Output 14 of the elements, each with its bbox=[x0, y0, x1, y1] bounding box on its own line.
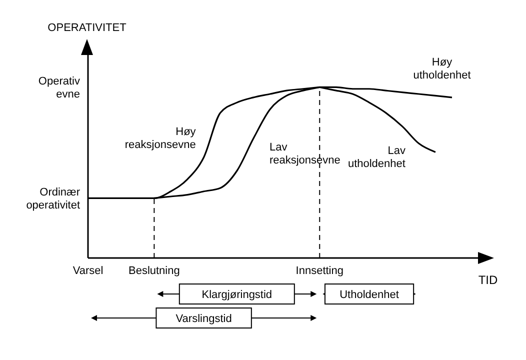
series-label: Lav utholdenhet bbox=[348, 145, 406, 170]
x-tick-label: Varsel bbox=[72, 264, 104, 277]
text: Utholdenhet bbox=[340, 289, 399, 301]
series-label: Høy utholdenhet bbox=[413, 56, 471, 82]
series-label: Lav reaksjonsevne bbox=[269, 141, 340, 166]
text: Ordinær operativitet bbox=[26, 186, 80, 212]
x-axis-title: TID bbox=[478, 273, 498, 287]
y-axis-title: OPERATIVITET bbox=[48, 22, 127, 34]
text: Operativ evne bbox=[38, 76, 80, 101]
x-tick-label: Innsetting bbox=[296, 264, 344, 277]
series-label: Høy reaksjonsevne bbox=[124, 126, 196, 152]
text: Varslingstid bbox=[176, 313, 232, 325]
text: Klargjøringstid bbox=[202, 289, 272, 301]
x-tick-label: Beslutning bbox=[128, 264, 180, 277]
